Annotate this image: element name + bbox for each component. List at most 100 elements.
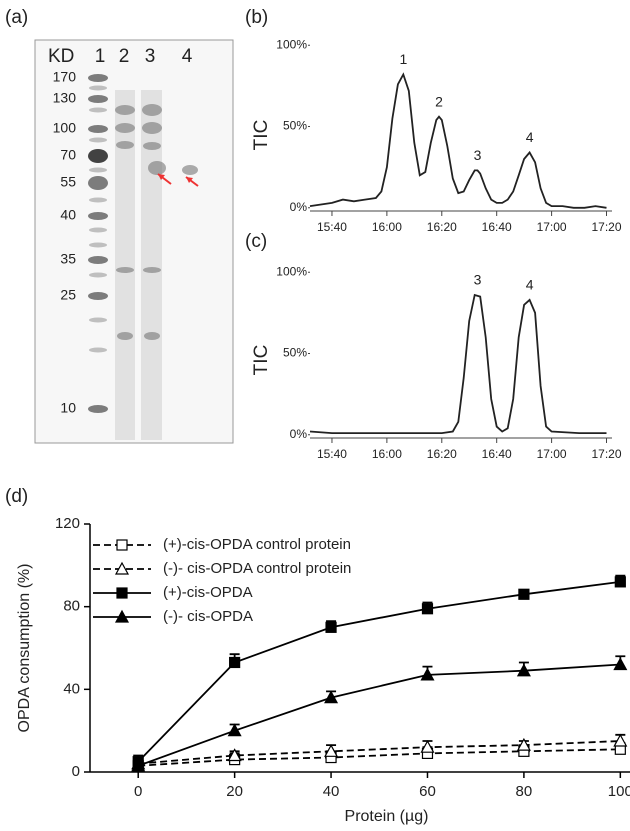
y-tick-label: 100% (276, 37, 307, 51)
x-tick-label: 16:20 (427, 220, 457, 234)
series-line (137, 581, 621, 763)
y-tick-label: 50% (283, 346, 307, 360)
ladder-band (89, 317, 107, 323)
marker-label: 170 (53, 69, 77, 85)
x-tick-label: 15:40 (317, 220, 347, 234)
x-tick-label: 60 (419, 783, 436, 800)
y-tick-label: 80 (63, 598, 80, 615)
x-tick-label: 16:00 (372, 220, 402, 234)
marker (227, 723, 242, 737)
ladder-band (88, 292, 108, 300)
protein-band (116, 141, 134, 149)
ladder-band (88, 212, 108, 220)
panel-label: (a) (5, 7, 28, 28)
marker (229, 656, 241, 669)
trace (309, 72, 607, 209)
ladder-band (89, 107, 107, 113)
y-tick-label: 0% (290, 200, 308, 214)
lane-label: 3 (145, 46, 156, 67)
marker (613, 733, 628, 747)
protein-band (116, 267, 134, 273)
marker (613, 657, 628, 671)
protein-band (142, 122, 162, 134)
ladder-band (89, 85, 107, 91)
ladder-band (89, 347, 107, 353)
ladder-band (88, 256, 108, 264)
panel-label: (b) (245, 7, 268, 28)
x-tick-label: 16:40 (482, 447, 512, 461)
ladder-band (89, 242, 107, 248)
marker (131, 758, 146, 772)
marker (518, 588, 530, 600)
marker (325, 621, 337, 633)
marker (420, 667, 435, 681)
marker (420, 739, 435, 753)
protein-band (143, 267, 161, 273)
x-tick-label: 17:20 (591, 447, 621, 461)
x-tick-label: 20 (226, 783, 243, 800)
protein-band (148, 161, 166, 175)
ladder-band (89, 137, 107, 143)
lane-label: 4 (182, 46, 193, 67)
y-tick-label: 0 (72, 763, 80, 780)
ladder-band (89, 272, 107, 278)
marker (324, 690, 339, 704)
protein-band (115, 123, 135, 133)
series-line (137, 663, 621, 767)
y-axis-label: TIC (251, 345, 272, 376)
y-axis-label: TIC (251, 120, 272, 151)
ladder-band (89, 197, 107, 203)
x-axis-label: Protein (µg) (345, 808, 429, 825)
lane-header: KD (48, 46, 74, 67)
x-tick-label: 15:40 (317, 447, 347, 461)
panel-label: (d) (5, 486, 28, 507)
peak-label: 4 (526, 277, 534, 293)
peak-label: 4 (526, 129, 534, 145)
marker-label: 25 (60, 287, 76, 303)
ladder-band (88, 74, 108, 82)
peak-label: 1 (399, 51, 407, 67)
y-tick-label: 50% (283, 119, 307, 133)
y-tick-label: 0% (290, 427, 308, 441)
x-tick-label: 40 (323, 783, 340, 800)
marker (324, 744, 339, 757)
legend-marker (116, 539, 128, 551)
legend-label: (+)-cis-OPDA (163, 584, 253, 601)
trace (309, 293, 607, 434)
marker (227, 748, 242, 762)
y-axis-label: OPDA consumption (%) (16, 564, 33, 733)
y-tick-label: 100% (276, 264, 307, 278)
marker (516, 663, 531, 677)
marker-label: 10 (60, 400, 76, 416)
legend-label: (-)- cis-OPDA (163, 608, 253, 625)
protein-band (117, 332, 133, 340)
marker-label: 35 (60, 251, 76, 267)
ladder-band (88, 149, 108, 163)
y-tick-label: 120 (55, 515, 80, 532)
arrow-head (158, 174, 165, 180)
peak-label: 2 (435, 93, 443, 109)
x-tick-label: 17:00 (537, 447, 567, 461)
legend-marker (114, 609, 130, 623)
x-tick-label: 0 (134, 783, 142, 800)
ladder-band (89, 167, 107, 173)
ladder-band (89, 227, 107, 233)
lane-smear (141, 90, 162, 440)
arrow-head (186, 177, 193, 183)
marker (614, 576, 626, 588)
marker-label: 130 (53, 90, 77, 106)
legend-label: (+)-cis-OPDA control protein (163, 536, 351, 553)
lane-label: 1 (95, 46, 106, 67)
gel-image (88, 74, 199, 440)
series-line (138, 740, 621, 765)
x-tick-label: 16:00 (372, 447, 402, 461)
marker-label: 100 (53, 120, 77, 136)
peak-label: 3 (474, 147, 482, 163)
x-tick-label: 17:20 (591, 220, 621, 234)
x-tick-label: 100 (608, 783, 630, 800)
peak-label: 3 (474, 272, 482, 288)
marker-label: 40 (60, 207, 76, 223)
marker-label: 55 (60, 174, 76, 190)
